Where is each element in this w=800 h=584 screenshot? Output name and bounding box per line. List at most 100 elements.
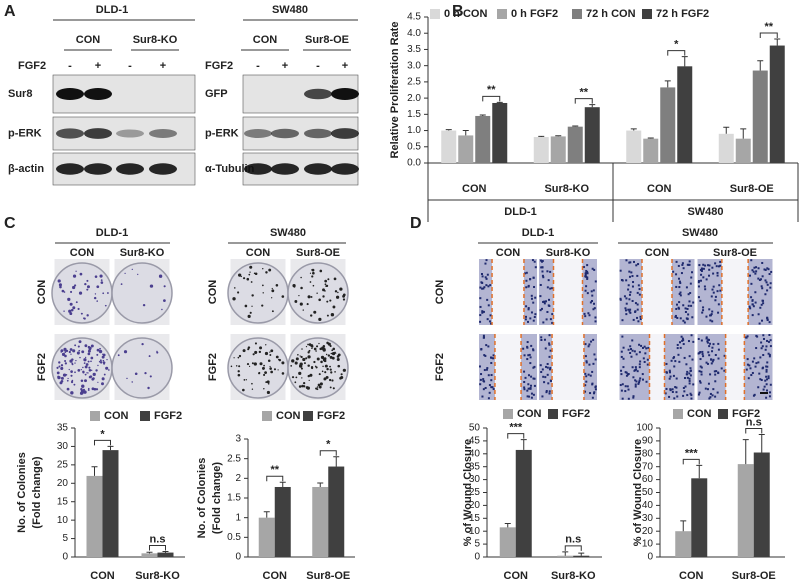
cell bbox=[701, 353, 704, 356]
cell bbox=[637, 263, 640, 266]
cell bbox=[594, 320, 597, 323]
error-bar bbox=[578, 552, 585, 556]
cell bbox=[761, 261, 764, 264]
significance-bracket bbox=[682, 458, 700, 465]
y-tick-label: 30 bbox=[57, 441, 69, 452]
cell bbox=[481, 395, 484, 398]
cell bbox=[689, 369, 692, 372]
cell bbox=[620, 373, 623, 376]
colony bbox=[271, 310, 274, 313]
colony bbox=[103, 362, 105, 365]
cell bbox=[699, 358, 702, 361]
cell bbox=[533, 260, 536, 263]
error-bar bbox=[91, 466, 98, 476]
cell bbox=[762, 388, 765, 391]
cell bbox=[481, 275, 484, 278]
colony bbox=[295, 361, 297, 364]
colony bbox=[144, 372, 147, 375]
sign: + bbox=[282, 60, 288, 72]
cell bbox=[589, 392, 592, 395]
significance-bracket bbox=[94, 439, 111, 446]
cell bbox=[757, 361, 760, 364]
colony bbox=[305, 357, 308, 360]
cell bbox=[750, 259, 753, 262]
colony bbox=[262, 268, 264, 270]
cell bbox=[620, 355, 623, 358]
cell bbox=[680, 272, 683, 275]
cell bbox=[546, 373, 549, 376]
cell bbox=[492, 354, 495, 357]
y-tick-label: 100 bbox=[636, 423, 653, 434]
colony bbox=[327, 278, 330, 281]
colony bbox=[99, 359, 102, 362]
y-tick-label: 3.0 bbox=[407, 60, 421, 71]
cell-layer bbox=[583, 334, 597, 400]
colony bbox=[277, 369, 279, 371]
cell bbox=[492, 388, 495, 391]
cell bbox=[620, 350, 623, 353]
cell bbox=[767, 352, 770, 355]
colony bbox=[131, 381, 133, 383]
cell bbox=[620, 389, 623, 392]
colony bbox=[336, 357, 340, 361]
legend-label: CON bbox=[104, 410, 129, 422]
cell bbox=[482, 379, 485, 382]
cell bbox=[767, 377, 770, 380]
cell bbox=[628, 298, 631, 301]
cell bbox=[539, 364, 542, 367]
colony bbox=[97, 381, 99, 383]
colony bbox=[237, 291, 240, 294]
colony bbox=[101, 377, 105, 381]
cell bbox=[630, 355, 633, 358]
cell bbox=[700, 366, 703, 369]
cell bbox=[687, 313, 690, 316]
significance-label: ** bbox=[579, 87, 588, 99]
colony bbox=[300, 286, 303, 290]
colony bbox=[340, 373, 343, 376]
colony bbox=[86, 288, 89, 291]
colony bbox=[320, 355, 325, 359]
cell bbox=[700, 373, 703, 376]
panel-letter: C bbox=[4, 215, 16, 232]
cell bbox=[717, 357, 720, 360]
colony bbox=[86, 372, 88, 374]
colony bbox=[262, 292, 264, 294]
cell bbox=[625, 279, 628, 282]
cell bbox=[758, 322, 761, 325]
cell bbox=[697, 281, 700, 284]
legend-swatch bbox=[303, 411, 313, 421]
colony bbox=[265, 271, 268, 274]
y-tick-label: 0 bbox=[474, 552, 480, 563]
x-tick-label: Sur8-KO bbox=[551, 570, 596, 582]
colony bbox=[70, 374, 73, 377]
cell bbox=[485, 284, 488, 287]
cell bbox=[704, 288, 707, 291]
cell bbox=[712, 388, 715, 391]
cell bbox=[622, 366, 625, 369]
cell bbox=[704, 387, 707, 390]
cell bbox=[638, 366, 641, 369]
colony bbox=[81, 350, 85, 354]
group-label: CON bbox=[76, 34, 101, 46]
cell bbox=[699, 299, 702, 302]
cell bbox=[523, 386, 526, 389]
cell bbox=[754, 272, 757, 275]
cell bbox=[585, 272, 588, 275]
bar bbox=[557, 555, 574, 557]
colony bbox=[88, 346, 92, 350]
blot-title: SW480 bbox=[272, 4, 308, 16]
colony bbox=[322, 345, 326, 348]
cell bbox=[676, 395, 679, 398]
cell bbox=[593, 353, 596, 356]
cell bbox=[682, 319, 685, 322]
cell bbox=[676, 316, 679, 319]
error-bar bbox=[279, 481, 286, 487]
cell bbox=[762, 334, 765, 337]
cell bbox=[526, 395, 529, 398]
colony bbox=[82, 370, 85, 374]
cell bbox=[586, 276, 589, 279]
cell bbox=[490, 322, 493, 325]
significance-label: * bbox=[100, 428, 105, 440]
cell bbox=[632, 376, 635, 379]
colony bbox=[299, 355, 301, 357]
